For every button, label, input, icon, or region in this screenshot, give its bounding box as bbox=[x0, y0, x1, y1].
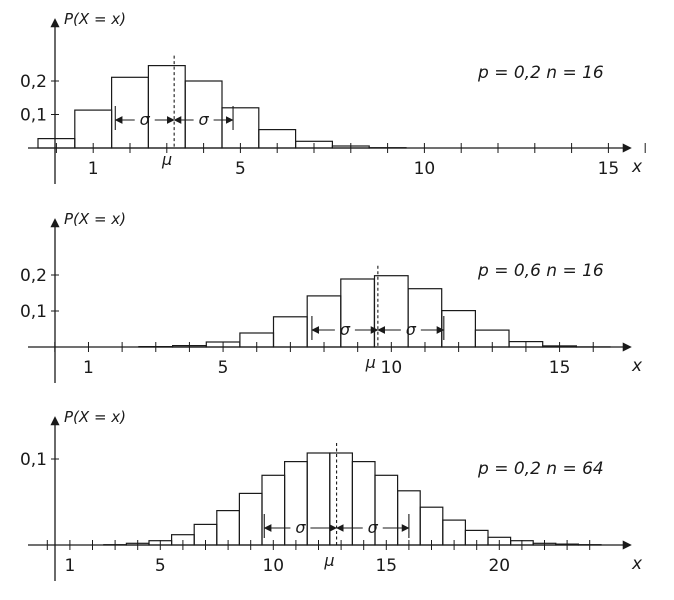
x-tick-label-10: 10 bbox=[262, 556, 284, 576]
x-axis-label: x bbox=[631, 157, 643, 177]
y-axis-label: P(X = x) bbox=[64, 210, 126, 228]
x-tick-label-5: 5 bbox=[235, 159, 246, 179]
x-tick-label-10: 10 bbox=[381, 358, 403, 378]
mu-label: μ bbox=[161, 150, 172, 169]
y-tick-label-0: 0,1 bbox=[20, 302, 47, 322]
x-axis-label: x bbox=[631, 356, 643, 376]
bar-x-5 bbox=[221, 107, 260, 149]
bar-x-12 bbox=[441, 310, 476, 348]
bar-x-8 bbox=[216, 510, 241, 546]
x-tick-label-10: 10 bbox=[414, 159, 436, 179]
bar-x-17 bbox=[419, 506, 444, 546]
x-tick-label-5: 5 bbox=[155, 556, 166, 576]
sigma-label-right: σ bbox=[368, 518, 379, 537]
x-tick-label-5: 5 bbox=[218, 358, 229, 378]
bar-x-10 bbox=[373, 275, 409, 348]
bar-x-12 bbox=[306, 452, 331, 546]
y-tick-label-1: 0,2 bbox=[20, 266, 47, 286]
y-tick-label-0: 0,1 bbox=[20, 106, 47, 126]
bar-x-15 bbox=[374, 474, 399, 546]
bar-x-10 bbox=[261, 474, 286, 546]
x-tick-label-20: 20 bbox=[488, 556, 510, 576]
x-tick-label-1: 1 bbox=[88, 159, 99, 179]
sigma-label-left: σ bbox=[295, 518, 306, 537]
params-label: p = 0,2 n = 64 bbox=[477, 459, 604, 479]
y-tick-label-0: 0,1 bbox=[20, 450, 47, 470]
mu-label: μ bbox=[365, 353, 376, 372]
params-label: p = 0,2 n = 16 bbox=[477, 63, 604, 83]
bar-x-3 bbox=[147, 64, 186, 149]
sigma-label-right: σ bbox=[199, 110, 210, 129]
x-tick-label-1: 1 bbox=[64, 556, 75, 576]
x-tick-label-1: 1 bbox=[83, 358, 94, 378]
x-tick-label-15: 15 bbox=[375, 556, 397, 576]
y-tick-label-1: 0,2 bbox=[20, 72, 47, 92]
bar-x-9 bbox=[238, 492, 263, 546]
sigma-label-right: σ bbox=[406, 320, 417, 339]
y-axis-label: P(X = x) bbox=[64, 408, 126, 426]
params-label: p = 0,6 n = 16 bbox=[477, 261, 604, 281]
mu-label: μ bbox=[323, 551, 334, 570]
x-tick-label-15: 15 bbox=[549, 358, 571, 378]
x-axis-label: x bbox=[631, 554, 643, 574]
y-axis-label: P(X = x) bbox=[64, 10, 126, 28]
x-tick-label-15: 15 bbox=[598, 159, 620, 179]
sigma-label-left: σ bbox=[140, 110, 151, 129]
bar-x-13 bbox=[329, 452, 353, 546]
bar-x-1 bbox=[74, 109, 113, 149]
sigma-label-left: σ bbox=[340, 320, 351, 339]
